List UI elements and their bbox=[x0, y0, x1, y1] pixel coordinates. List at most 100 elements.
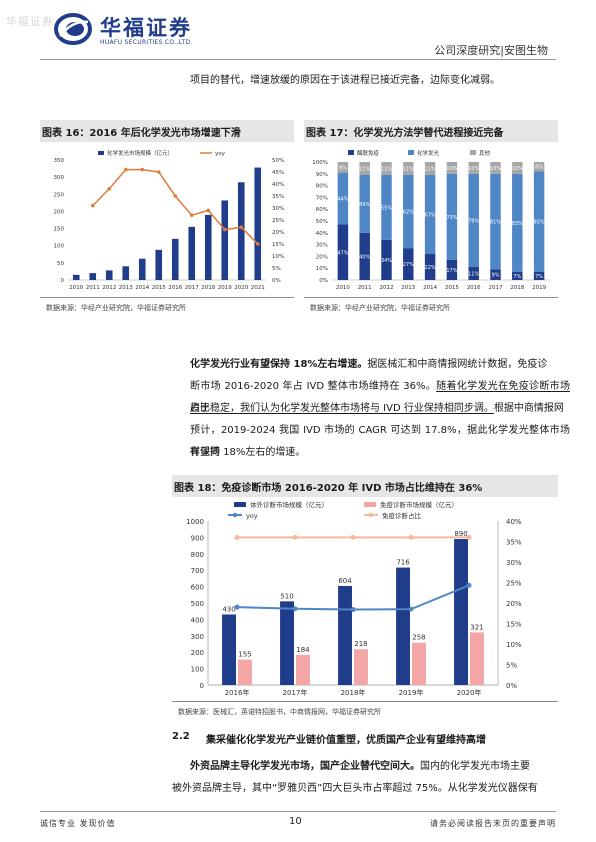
fig17-segment bbox=[446, 162, 458, 174]
fig17-ytick: 60% bbox=[316, 207, 328, 213]
fig16-ytick-right: 50% bbox=[272, 158, 284, 164]
fig17-segment bbox=[468, 162, 479, 174]
fig18-bar-immuno bbox=[412, 642, 426, 685]
fig16-yoy-point bbox=[255, 242, 260, 246]
para1-line1: 化学发光行业有望保持 18%左右增速。据医械汇和中商情报网统计数据，免疫诊 bbox=[190, 354, 570, 376]
fig16-ytick-left: 300 bbox=[54, 175, 65, 181]
fig18-share-point bbox=[234, 534, 240, 540]
fig16-xtick: 2015 bbox=[152, 285, 166, 291]
para1-line2: 断市场 2016-2020 年占 IVD 整体市场维持在 36%。随着化学发光在… bbox=[190, 376, 570, 420]
fig17-xtick: 2015 bbox=[445, 285, 459, 291]
fig17-legend-swatch bbox=[408, 150, 414, 155]
fig16-bar bbox=[254, 167, 262, 280]
fig18-yoy-point bbox=[234, 604, 240, 610]
fig17-xtick: 2018 bbox=[510, 285, 524, 291]
fig18-xtick: 2018年 bbox=[341, 688, 366, 697]
intro-line: 项目的替代，增速放缓的原因在于该进程已接近完备，边际变化减弱。 bbox=[190, 75, 500, 86]
fig17-segment bbox=[337, 162, 349, 173]
fig18-bar-ivd bbox=[222, 614, 236, 685]
fig16-bar bbox=[72, 274, 80, 280]
fig17-data-label: 9% bbox=[492, 273, 500, 279]
para1-line2b: 随着化学发光在免疫诊断市场占比 bbox=[190, 381, 570, 414]
fig16-ytick-right: 45% bbox=[272, 170, 284, 176]
fig17-data-label: 79% bbox=[468, 218, 479, 224]
fig18-ytick-right: 40% bbox=[506, 518, 522, 526]
fig17-ytick: 50% bbox=[316, 219, 328, 225]
fig16-xtick: 2020 bbox=[234, 285, 248, 291]
fig18-ytick-right: 0% bbox=[506, 682, 517, 690]
fig18-xtick: 2019年 bbox=[399, 688, 424, 697]
fig17-data-label: 7% bbox=[535, 274, 543, 280]
fig17-data-label: 44% bbox=[337, 197, 348, 203]
fig18-bar-ivd bbox=[280, 601, 294, 685]
fig18-ytick-right: 35% bbox=[506, 539, 522, 547]
fig18-bar-ivd bbox=[338, 585, 352, 685]
para2-line2: 被外资品牌主导，其中“罗雅贝西”四大巨头市占率超过 75%。从化学发光仪器保有 bbox=[172, 783, 538, 794]
fig17-ytick: 90% bbox=[316, 172, 328, 178]
fig18-ytick-right: 25% bbox=[506, 580, 522, 588]
fig18-legend-ivd: 体外诊断市场规模（亿元） bbox=[250, 500, 328, 509]
fig16-ytick-right: 20% bbox=[272, 230, 284, 236]
fig16-ytick-right: 25% bbox=[272, 218, 284, 224]
fig17-ytick: 30% bbox=[316, 243, 328, 249]
para1-line5: 样保持 18%左右的增速。 bbox=[190, 447, 306, 458]
footer-divider bbox=[40, 811, 556, 812]
fig18-header: 图表 18：免疫诊断市场 2016-2020 年 IVD 市场占比维持在 36% bbox=[172, 475, 558, 497]
fig16-bar bbox=[155, 249, 163, 280]
fig17-xtick: 2013 bbox=[401, 285, 415, 291]
fig18-bar-immuno bbox=[296, 654, 310, 685]
para1-line3: 趋于稳定，我们认为化学发光整体市场将与 IVD 行业保持相同步调。根据中商情报网 bbox=[190, 398, 570, 420]
fig17-data-label: 11% bbox=[359, 166, 370, 172]
fig17-data-label: 10% bbox=[446, 166, 457, 172]
para1-line2a: 断市场 2016-2020 年占 IVD 整体市场维持在 36%。 bbox=[190, 381, 437, 392]
fig16-ytick-left: 100 bbox=[54, 244, 65, 250]
fig18-ytick-left: 500 bbox=[191, 600, 204, 608]
fig17-segment bbox=[468, 173, 479, 268]
fig16-divider bbox=[40, 297, 294, 298]
fig17-data-label: 47% bbox=[337, 250, 348, 256]
fig17-header: 图表 17：化学发光方法学替代进程接近完备 bbox=[304, 120, 558, 142]
fig16-source: 数据来源：华经产业研究院，华福证券研究所 bbox=[46, 304, 186, 312]
fig17-title: 图表 17：化学发光方法学替代进程接近完备 bbox=[306, 127, 504, 139]
fig18-source: 数据来源：医械汇，英诺特招股书，中商情报网，华福证券研究所 bbox=[178, 708, 381, 716]
fig17-segment bbox=[468, 267, 479, 280]
para2-line1: 外资品牌主导化学发光市场，国产企业替代空间大。国内的化学发光市场主要 bbox=[190, 756, 570, 778]
fig18-ytick-left: 200 bbox=[191, 649, 204, 657]
fig18-label-immuno: 155 bbox=[238, 651, 251, 659]
fig17-data-label: 9% bbox=[339, 165, 347, 171]
fig18-share-point bbox=[408, 534, 414, 540]
fig16-ytick-right: 40% bbox=[272, 182, 284, 188]
fig17-data-label: 11% bbox=[403, 166, 414, 172]
fig18-ytick-right: 15% bbox=[506, 621, 522, 629]
fig16-xtick: 2017 bbox=[185, 285, 199, 291]
footer-disclaimer: 请务必阅读报告末页的重要声明 bbox=[430, 819, 556, 828]
fig17-divider bbox=[304, 297, 558, 298]
logo-name-en: HUAFU SECURITIES CO.,LTD. bbox=[100, 39, 193, 46]
fig18-legend-share: 免疫诊断占比 bbox=[382, 511, 422, 520]
fig17-segment bbox=[424, 254, 436, 280]
para1-lead: 化学发光行业有望保持 18%左右增速。 bbox=[190, 359, 368, 370]
fig18-label-immuno: 184 bbox=[296, 646, 310, 654]
footer-slogan: 诚信专业 发现价值 bbox=[40, 819, 116, 828]
fig17-segment bbox=[533, 271, 545, 280]
fig17-segment bbox=[381, 239, 392, 280]
para2-lead: 外资品牌主导化学发光市场，国产企业替代空间大。 bbox=[190, 761, 420, 772]
fig17-segment bbox=[403, 248, 414, 280]
fig18-bar-ivd bbox=[396, 567, 410, 685]
fig17-xtick: 2017 bbox=[489, 285, 503, 291]
fig17-segment bbox=[490, 173, 501, 270]
para1-line1-text: 据医械汇和中商情报网统计数据，免疫诊 bbox=[367, 359, 548, 370]
fig16-bar bbox=[122, 266, 130, 280]
fig18-share-point bbox=[466, 534, 472, 540]
fig16-yoy-point bbox=[222, 227, 227, 232]
fig16-ytick-right: 0% bbox=[272, 278, 281, 284]
fig17-ytick: 0% bbox=[319, 278, 328, 284]
fig18-bar-immuno bbox=[238, 659, 252, 685]
fig16-legend-bar-swatch bbox=[98, 151, 104, 155]
fig18-yoy-point bbox=[292, 606, 298, 612]
fig17-legend-swatch bbox=[348, 150, 354, 155]
fig17-data-label: 49% bbox=[359, 202, 370, 208]
fig18-yoy-point bbox=[408, 606, 414, 612]
fig16-ytick-left: 250 bbox=[54, 192, 65, 198]
fig17-chart: 0% 10% 20% 30% 40% 50% 60% 70% 80% 90% 100% 47% 44% 9… bbox=[312, 149, 550, 291]
